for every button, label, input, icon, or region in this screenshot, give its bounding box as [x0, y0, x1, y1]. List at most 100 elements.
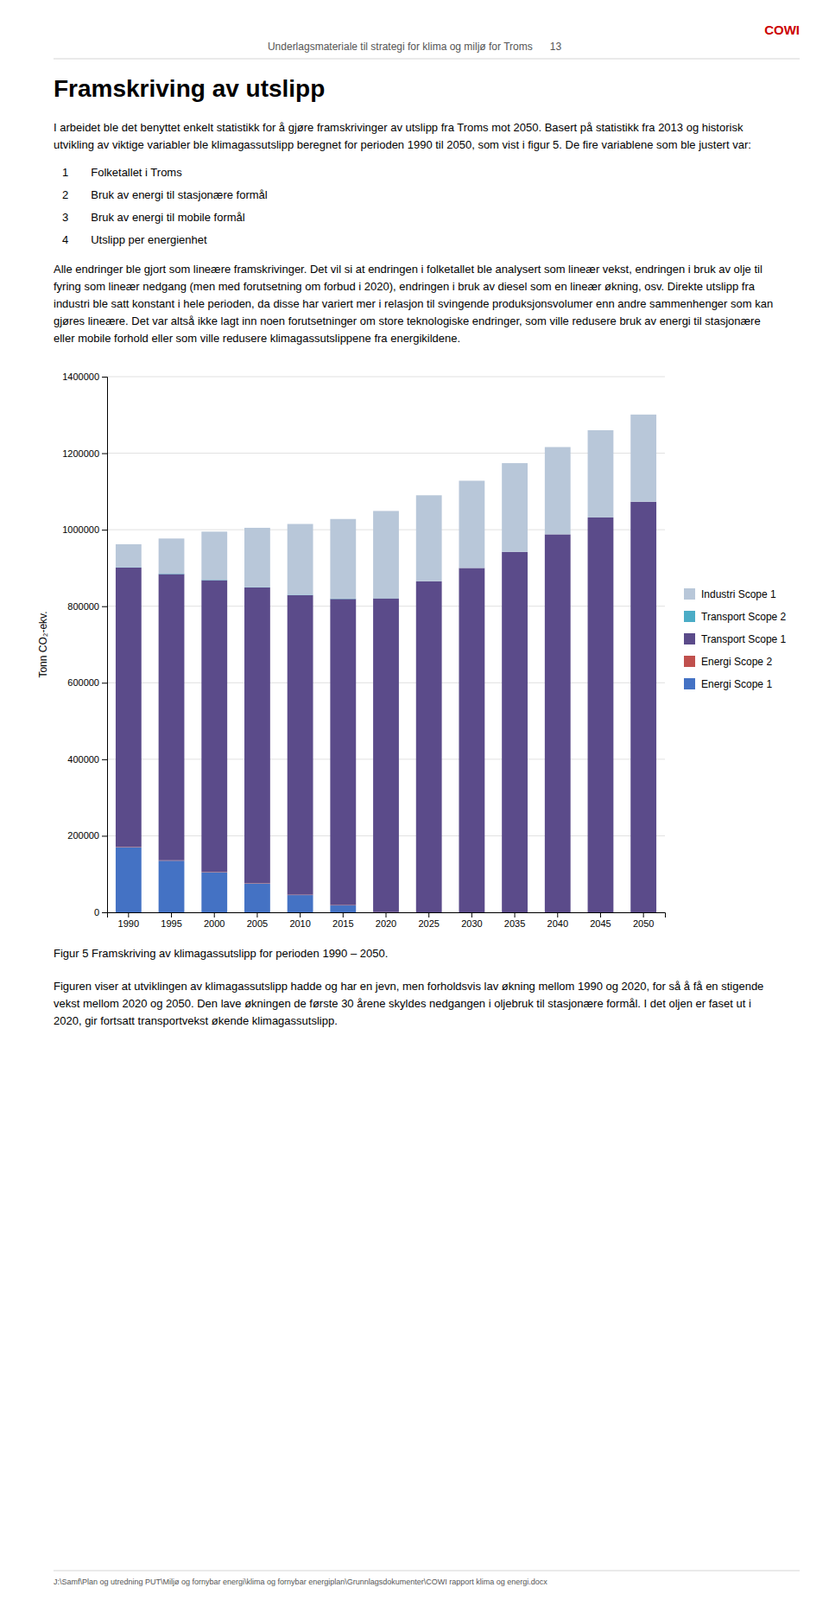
- x-tick-mark: [170, 911, 172, 918]
- x-tick: 2000: [203, 911, 225, 929]
- paragraph-line: eller mobile forhold eller som ville red…: [53, 331, 461, 345]
- y-tick: 1000000: [62, 524, 108, 535]
- grid-line: [107, 452, 665, 454]
- legend-item: Industri Scope 1: [683, 588, 777, 601]
- bar-segment: [201, 531, 228, 580]
- x-tick: 2015: [332, 911, 354, 929]
- bar-segment: [158, 574, 185, 861]
- footer: J:\Samf\Plan og utredning PUT\Miljø og f…: [53, 1576, 548, 1586]
- y-tick-label: 200000: [67, 829, 100, 841]
- bar-segment: [287, 894, 314, 912]
- list-item: 1 Folketallet i Troms: [62, 165, 183, 179]
- x-tick: 1995: [160, 911, 182, 929]
- bar-segment: [244, 527, 271, 588]
- x-tick-mark: [556, 911, 558, 918]
- legend-swatch: [683, 588, 696, 600]
- footer-rule: [53, 1569, 800, 1571]
- bar-segment: [158, 860, 185, 912]
- y-tick-mark: [101, 911, 108, 913]
- x-tick: 2045: [589, 911, 611, 929]
- x-tick-label: 2045: [589, 917, 611, 929]
- x-tick-label: 2000: [203, 917, 225, 929]
- paragraph-line: utvikling av viktige variabler ble klima…: [53, 138, 752, 152]
- x-tick: 2025: [417, 911, 439, 929]
- x-tick-label: 1990: [118, 917, 140, 929]
- y-tick-mark: [101, 453, 108, 455]
- y-tick: 800000: [67, 601, 108, 612]
- y-tick: 400000: [67, 753, 108, 765]
- bar-segment: [373, 598, 399, 912]
- list-item: 3 Bruk av energi til mobile formål: [62, 210, 246, 224]
- paragraph-line: I arbeidet ble det benyttet enkelt stati…: [53, 120, 747, 134]
- legend-label: Energi Scope 1: [701, 677, 773, 690]
- x-tick-mark: [214, 911, 216, 918]
- legend-label: Transport Scope 2: [701, 610, 787, 623]
- bar-segment: [115, 567, 142, 847]
- paragraph-line: Alle endringer ble gjort som lineære fra…: [53, 262, 766, 276]
- y-tick: 0: [94, 906, 108, 918]
- bar-segment: [244, 883, 271, 912]
- list-item: 2 Bruk av energi til stasjonære formål: [62, 188, 268, 202]
- x-tick-label: 2030: [461, 917, 482, 929]
- legend-label: Industri Scope 1: [701, 588, 777, 601]
- grid-line: [107, 376, 665, 378]
- page: COWI Underlagsmateriale til strategi for …: [0, 0, 829, 1600]
- legend-item: Transport Scope 2: [683, 610, 787, 623]
- bars: [115, 414, 657, 912]
- bar-segment: [630, 501, 657, 912]
- bar-segment: [588, 430, 614, 518]
- bar-segment: [244, 587, 271, 883]
- x-tick-label: 2015: [332, 917, 354, 929]
- y-tick-mark: [101, 529, 108, 531]
- list-item: 4 Utslipp per energienhet: [62, 233, 208, 247]
- bar-segment: [458, 480, 485, 568]
- paragraph: Figuren viser at utviklingen av klimagas…: [53, 979, 767, 1027]
- x-tick-label: 2025: [417, 917, 439, 929]
- series: [115, 501, 657, 912]
- bar-segment: [115, 544, 142, 568]
- x-tick: 2035: [504, 911, 526, 929]
- bar-segment: [373, 510, 399, 598]
- x-tick-mark: [342, 911, 344, 918]
- y-tick-mark: [101, 606, 108, 608]
- section-title: Framskriving av utslipp: [53, 75, 325, 102]
- y-tick-mark: [101, 759, 108, 760]
- x-tick-label: 2005: [246, 917, 268, 929]
- y-axis: 0 200000 400000 600000 800000 1000000 1200000 1…: [62, 371, 108, 918]
- x-tick: 2010: [289, 911, 311, 929]
- paragraph-line: Figuren viser at utviklingen av klimagas…: [53, 979, 767, 993]
- paragraph-line: gjøres lineære. Det var altså ikke lagt …: [53, 314, 764, 328]
- grid: [107, 376, 665, 912]
- x-tick: 1990: [118, 911, 140, 929]
- x-tick: 2050: [632, 911, 654, 929]
- header-rule: [53, 58, 800, 60]
- legend-label: Transport Scope 1: [701, 632, 787, 646]
- y-tick-label: 600000: [67, 677, 100, 688]
- x-tick-mark: [386, 911, 387, 918]
- x-tick: 2020: [375, 911, 397, 929]
- bar-segment: [201, 872, 228, 913]
- x-tick-label: 2050: [632, 917, 654, 929]
- header-text: Underlagsmateriale til strategi for klim…: [267, 40, 533, 53]
- x-tick-mark: [643, 911, 645, 918]
- paragraph-line: 2020, gir fortsatt transportvekst økende…: [53, 1013, 338, 1027]
- x-tick-mark: [428, 911, 430, 918]
- x-tick-mark: [600, 911, 602, 918]
- header-brand: COWI: [764, 22, 800, 38]
- legend-item: Energi Scope 2: [683, 655, 773, 668]
- legend-swatch: [683, 655, 696, 667]
- paragraph: Alle endringer ble gjort som lineære fra…: [53, 262, 777, 345]
- y-tick-label: 1400000: [62, 371, 100, 382]
- x-tick-label: 2035: [504, 917, 526, 929]
- x-tick-mark: [514, 911, 516, 918]
- bar-segment: [458, 567, 485, 912]
- bar-segment: [416, 494, 443, 582]
- x-tick-label: 2010: [289, 917, 311, 929]
- x-tick-mark: [299, 911, 301, 918]
- y-tick-mark: [101, 376, 108, 378]
- y-tick-label: 1000000: [62, 524, 100, 535]
- x-tick-label: 2040: [547, 917, 569, 929]
- bar-segment: [501, 462, 528, 552]
- y-tick-label: 1200000: [62, 448, 100, 459]
- x-tick-label: 2020: [375, 917, 397, 929]
